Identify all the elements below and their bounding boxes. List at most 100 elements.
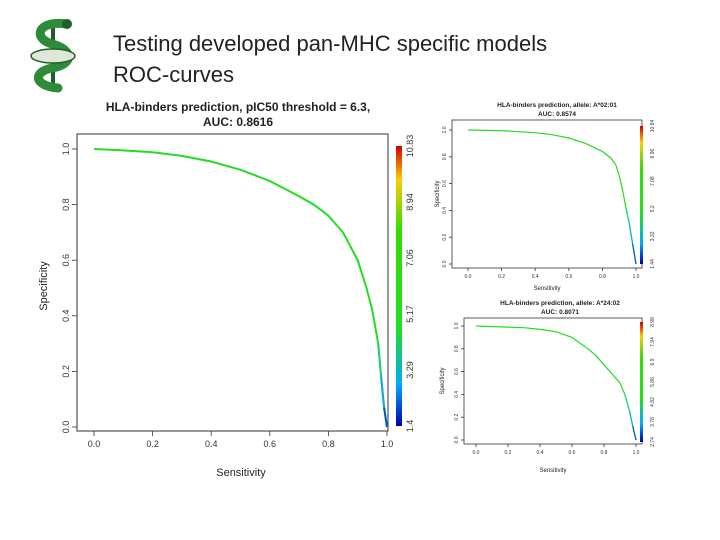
- colorbar-tick-label: 7.94: [650, 337, 656, 347]
- x-tick-label: 0.8: [601, 450, 608, 456]
- y-tick-label: 0.4: [454, 391, 460, 398]
- x-axis-label: Sensitivity: [539, 468, 566, 474]
- roc-tail-segment: [624, 394, 631, 412]
- y-axis-label: Specificity: [38, 261, 50, 311]
- roc-tail-segment: [380, 376, 386, 408]
- x-tick-label: 0.2: [498, 274, 505, 280]
- roc-tail-segment: [383, 407, 388, 428]
- roc-tail-segment: [632, 243, 637, 265]
- roc-tail-segment: [377, 343, 383, 378]
- x-tick-label: 0.8: [322, 439, 335, 449]
- x-tick-label: 0.2: [505, 450, 512, 456]
- y-tick-label: 1.0: [454, 322, 460, 329]
- colorbar-tick-label: 5.17: [405, 305, 415, 323]
- y-tick-label: 1.0: [61, 143, 71, 156]
- x-tick-label: 0.6: [565, 274, 572, 280]
- roc-tail-segment: [632, 426, 637, 441]
- y-tick-label: 0.6: [442, 180, 448, 187]
- x-ticks: 0.0 0.2 0.4 0.6 0.8 1.0: [88, 431, 394, 449]
- colorbar-ticks: 1.4 3.29 5.17 7.06 8.94 10.83: [405, 135, 415, 433]
- x-tick-label: 0.4: [532, 274, 539, 280]
- colorbar: [640, 322, 643, 442]
- plot-title-line-1: HLA-binders prediction, allele: A*02:01: [497, 102, 617, 109]
- roc-curve: [467, 129, 637, 265]
- y-tick-label: 0.4: [442, 207, 448, 214]
- roc-curve: [93, 148, 388, 428]
- plot-frame: [463, 317, 643, 445]
- y-tick-label: 0.8: [61, 198, 71, 211]
- y-axis-label: Specificity: [440, 367, 446, 394]
- x-tick-label: 0.6: [264, 439, 277, 449]
- y-axis-label: Specificity: [435, 180, 441, 207]
- roc-tail-segment: [628, 223, 634, 244]
- roc-plot-main: HLA-binders prediction, pIC50 threshold …: [38, 100, 415, 479]
- slide-title: Testing developed pan-MHC specific model…: [113, 28, 547, 90]
- x-tick-label: 0.0: [465, 274, 472, 280]
- colorbar-tick-label: 4.82: [650, 397, 656, 407]
- x-tick-label: 0.8: [599, 274, 606, 280]
- x-axis-label: Sensitivity: [533, 286, 560, 292]
- x-tick-label: 0.0: [473, 450, 480, 456]
- colorbar-tick-label: 10.83: [405, 135, 415, 158]
- y-tick-label: 0.2: [442, 234, 448, 241]
- roc-curve-tail: [625, 207, 637, 265]
- y-tick-label: 0.0: [454, 436, 460, 443]
- x-tick-label: 0.6: [569, 450, 576, 456]
- colorbar: [640, 126, 643, 264]
- y-ticks: 0.0 0.2 0.4 0.6 0.8 1.0: [442, 126, 452, 267]
- x-tick-label: 1.0: [633, 274, 640, 280]
- colorbar-tick-label: 3.32: [650, 231, 656, 241]
- colorbar-ticks: 2.74 3.78 4.82 5.86 6.9 7.94 8.98: [650, 317, 656, 447]
- x-tick-label: 1.0: [633, 450, 640, 456]
- plot-title-line-1: HLA-binders prediction, allele: A*24:02: [500, 300, 620, 307]
- roc-plot-a0201: HLA-binders prediction, allele: A*02:01 …: [435, 102, 656, 292]
- colorbar-tick-label: 7.06: [405, 249, 415, 267]
- y-tick-label: 0.4: [61, 310, 71, 323]
- y-tick-label: 0.8: [442, 153, 448, 160]
- plot-frame: [76, 133, 389, 432]
- plot-title-line-2: AUC: 0.8616: [203, 115, 273, 129]
- plot-title-line-2: AUC: 0.8071: [541, 309, 579, 316]
- y-ticks: 0.0 0.2 0.4 0.6 0.8 1.0: [61, 143, 77, 434]
- slide-title-line-1: Testing developed pan-MHC specific model…: [113, 31, 548, 56]
- logo-icon: [30, 18, 76, 93]
- x-tick-label: 0.4: [537, 450, 544, 456]
- y-tick-label: 0.0: [442, 260, 448, 267]
- x-tick-label: 1.0: [381, 439, 394, 449]
- slide-title-line-2: ROC-curves: [113, 62, 235, 87]
- roc-tail-segment: [625, 207, 630, 224]
- x-tick-label: 0.4: [205, 439, 218, 449]
- colorbar-tick-label: 6.9: [650, 358, 656, 365]
- plot-frame: [451, 119, 643, 269]
- plot-title-line-2: AUC: 0.8574: [538, 111, 576, 118]
- y-tick-label: 0.8: [454, 345, 460, 352]
- x-ticks: 0.0 0.2 0.4 0.6 0.8 1.0: [473, 444, 640, 456]
- colorbar-tick-label: 1.4: [405, 420, 415, 433]
- colorbar-tick-label: 2.74: [650, 437, 656, 447]
- logo-serpent-head: [62, 19, 72, 29]
- colorbar-tick-label: 8.96: [650, 149, 656, 159]
- colorbar-tick-label: 5.2: [650, 205, 656, 212]
- colorbar-tick-label: 8.98: [650, 317, 656, 327]
- y-tick-label: 0.6: [454, 368, 460, 375]
- roc-curve-tail: [624, 394, 637, 441]
- colorbar-tick-label: 8.94: [405, 193, 415, 211]
- x-ticks: 0.0 0.2 0.4 0.6 0.8 1.0: [465, 268, 640, 280]
- x-axis-label: Sensitivity: [216, 467, 266, 479]
- colorbar-tick-label: 3.78: [650, 417, 656, 427]
- x-tick-label: 0.0: [88, 439, 101, 449]
- y-tick-label: 0.2: [454, 414, 460, 421]
- colorbar-ticks: 1.44 3.32 5.2 7.08 8.96 10.84: [650, 120, 656, 269]
- y-tick-label: 0.2: [61, 365, 71, 378]
- y-ticks: 0.0 0.2 0.4 0.6 0.8 1.0: [454, 322, 464, 443]
- y-tick-label: 0.0: [61, 421, 71, 434]
- logo-band: [30, 48, 76, 64]
- colorbar-tick-label: 10.84: [650, 120, 656, 133]
- x-tick-label: 0.2: [146, 439, 159, 449]
- y-tick-label: 0.6: [61, 254, 71, 267]
- colorbar-tick-label: 3.29: [405, 361, 415, 379]
- colorbar-tick-label: 5.86: [650, 377, 656, 387]
- roc-curve-tail: [377, 343, 388, 428]
- roc-plot-a2402: HLA-binders prediction, allele: A*24:02 …: [440, 300, 656, 474]
- colorbar-tick-label: 7.08: [650, 176, 656, 186]
